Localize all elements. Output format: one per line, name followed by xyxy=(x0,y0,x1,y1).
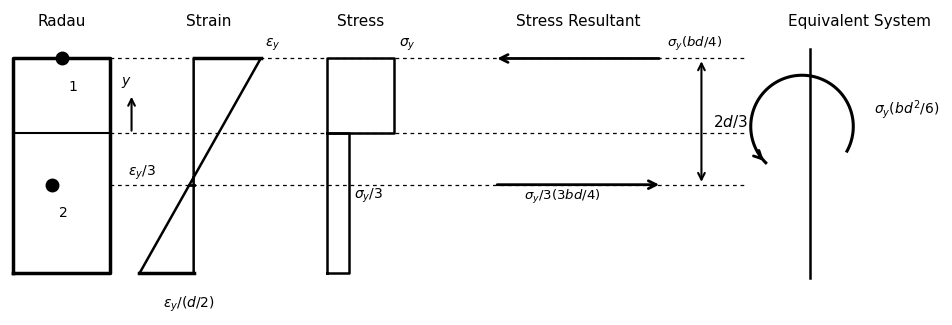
Text: $\varepsilon_y/3$: $\varepsilon_y/3$ xyxy=(129,163,156,182)
Text: $\sigma_y(bd^2/6)$: $\sigma_y(bd^2/6)$ xyxy=(873,98,939,121)
Text: $\varepsilon_y$: $\varepsilon_y$ xyxy=(265,36,280,53)
Text: 2: 2 xyxy=(58,206,68,220)
Text: Equivalent System: Equivalent System xyxy=(787,14,930,29)
Text: $\varepsilon_y/(d/2)$: $\varepsilon_y/(d/2)$ xyxy=(163,295,214,314)
Text: Stress Resultant: Stress Resultant xyxy=(515,14,640,29)
Text: Stress: Stress xyxy=(336,14,384,29)
Text: $\sigma_y/3$: $\sigma_y/3$ xyxy=(354,187,384,205)
Text: 1: 1 xyxy=(69,80,77,94)
Text: Radau: Radau xyxy=(37,14,86,29)
Text: Strain: Strain xyxy=(186,14,231,29)
Text: $\sigma_y(bd/4)$: $\sigma_y(bd/4)$ xyxy=(666,34,722,53)
Text: $\sigma_y/3(3bd/4)$: $\sigma_y/3(3bd/4)$ xyxy=(524,188,600,206)
Text: $2d/3$: $2d/3$ xyxy=(712,113,747,130)
Text: $y$: $y$ xyxy=(121,75,131,90)
Text: $\sigma_y$: $\sigma_y$ xyxy=(398,36,415,53)
